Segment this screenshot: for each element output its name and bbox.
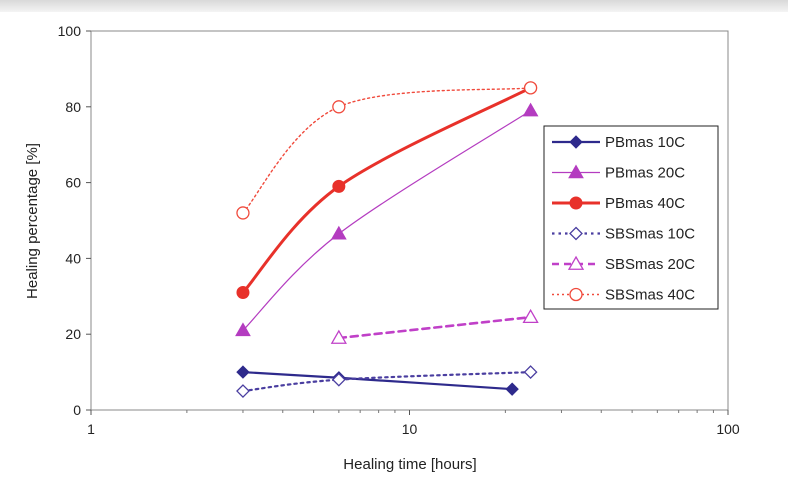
- series-line-sbsmas-20c: [337, 315, 532, 340]
- legend-label-sbsmas-40c: SBSmas 40C: [605, 287, 695, 304]
- data-point-pbmas-10c: [505, 382, 519, 396]
- legend-marker-pbmas-20c: [568, 164, 584, 179]
- data-point-sbsmas-40c: [236, 206, 250, 220]
- y-axis-label: Healing percentage [%]: [24, 143, 41, 299]
- data-point-pbmas-20c: [330, 225, 347, 240]
- y-tick-label: 0: [73, 402, 81, 418]
- y-tick-label: 100: [58, 23, 82, 39]
- data-point-pbmas-20c: [235, 322, 251, 337]
- data-point-sbsmas-10c: [523, 365, 538, 380]
- x-tick-label: 1: [87, 421, 95, 437]
- data-point-sbsmas-40c: [332, 100, 346, 114]
- legend-marker-pbmas-40c: [569, 196, 583, 210]
- legend-label-sbsmas-20c: SBSmas 20C: [605, 256, 695, 273]
- y-tick-label: 40: [65, 250, 81, 266]
- data-point-pbmas-20c: [522, 102, 539, 117]
- legend-marker-sbsmas-10c: [569, 226, 583, 241]
- data-point-sbsmas-20c: [330, 329, 347, 344]
- data-point-sbsmas-20c: [522, 308, 539, 324]
- legend-marker-sbsmas-20c: [567, 255, 585, 270]
- series-layer: [235, 81, 539, 398]
- y-tick-label: 80: [65, 99, 81, 115]
- legend-label-pbmas-20c: PBmas 20C: [605, 165, 685, 182]
- data-point-pbmas-40c: [236, 286, 250, 300]
- series-line-pbmas-40c: [241, 86, 533, 295]
- legend-box: [543, 125, 719, 310]
- legend-marker-sbsmas-40c: [569, 287, 583, 302]
- legend: PBmas 10C PBmas 20C PBmas 40C SBSmas 10C SBS…: [543, 125, 719, 310]
- legend-label-pbmas-10c: PBmas 10C: [605, 134, 685, 151]
- y-tick-label: 20: [65, 326, 81, 342]
- data-point-pbmas-10c: [236, 365, 250, 379]
- legend-label-sbsmas-10c: SBSmas 10C: [605, 226, 695, 243]
- series-line-sbsmas-40c: [242, 87, 532, 214]
- x-axis-label: Healing time [hours]: [343, 456, 476, 473]
- legend-marker-pbmas-10c: [569, 135, 583, 149]
- series-line-sbsmas-10c: [241, 371, 532, 393]
- x-tick-label: 10: [402, 421, 418, 437]
- y-tick-label: 60: [65, 175, 81, 191]
- legend-label-pbmas-40c: PBmas 40C: [605, 195, 685, 212]
- axis-ticks: 0 20 40 60 80 100 1 10 100: [58, 23, 740, 437]
- data-point-pbmas-40c: [332, 179, 346, 193]
- data-point-sbsmas-10c: [331, 372, 346, 387]
- x-tick-label: 100: [716, 421, 740, 437]
- data-point-sbsmas-10c: [236, 384, 250, 398]
- data-point-sbsmas-40c: [523, 81, 538, 95]
- window-top-bar: [0, 0, 788, 12]
- series-line-pbmas-20c: [242, 109, 532, 332]
